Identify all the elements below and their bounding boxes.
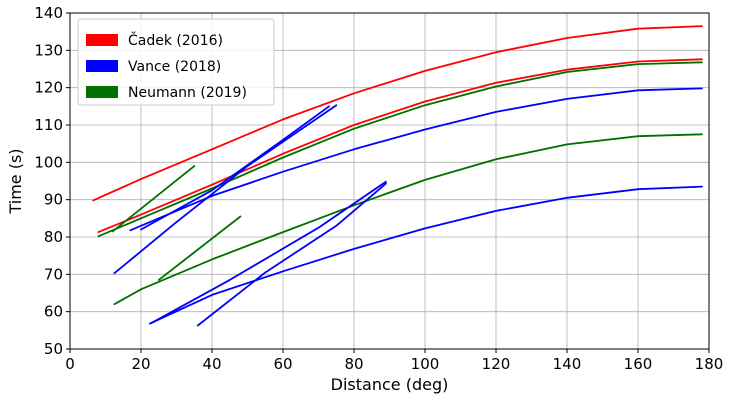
series-line-11 <box>150 180 387 324</box>
series-line-1 <box>92 25 703 202</box>
legend-box <box>77 18 275 106</box>
x-tick-label: 20 <box>131 355 150 373</box>
series-line-3 <box>97 61 703 238</box>
series-line-7 <box>129 87 703 232</box>
y-tick-label: 50 <box>44 340 63 358</box>
x-tick-label: 140 <box>553 355 582 373</box>
x-tick-label: 120 <box>482 355 511 373</box>
y-tick-label: 100 <box>34 153 63 171</box>
series-line-10 <box>149 185 703 325</box>
legend-label: Čadek (2016) <box>128 31 223 49</box>
x-tick-label: 160 <box>624 355 653 373</box>
legend-label: Neumann (2019) <box>128 85 247 101</box>
legend-label: Vance (2018) <box>128 59 221 75</box>
y-axis-label: Time (s) <box>6 148 25 214</box>
y-tick-label: 110 <box>34 116 63 134</box>
series-line-9 <box>140 105 330 231</box>
series-line-6 <box>113 133 703 306</box>
y-tick-label: 140 <box>34 4 63 22</box>
legend-swatch <box>86 86 118 98</box>
series-line-5 <box>157 215 242 281</box>
x-tick-label: 60 <box>273 355 292 373</box>
y-tick-label: 120 <box>34 79 63 97</box>
legend-swatch <box>86 60 118 72</box>
legend-swatch <box>86 34 118 46</box>
series-line-4 <box>111 165 196 233</box>
y-tick-label: 70 <box>44 265 63 283</box>
series-line-2 <box>97 58 703 233</box>
series-lines <box>92 25 703 327</box>
series-line-8 <box>113 104 338 275</box>
x-tick-label: 40 <box>202 355 221 373</box>
x-tick-label: 180 <box>695 355 724 373</box>
series-line-12 <box>196 182 387 327</box>
y-tick-label: 80 <box>44 228 63 246</box>
legend: Čadek (2016) Vance (2018) Neumann (2019) <box>77 18 275 106</box>
x-tick-label: 80 <box>344 355 363 373</box>
y-tick-label: 90 <box>44 191 63 209</box>
plot-frame <box>69 12 710 350</box>
y-tick-label: 130 <box>34 41 63 59</box>
y-tick-label: 60 <box>44 303 63 321</box>
x-axis-label: Distance (deg) <box>331 375 449 394</box>
x-tick-label: 100 <box>411 355 440 373</box>
axis-ticks: 0 20 40 60 80 100 120 140 160 180 50 60 70 80 90 100 110… <box>34 4 723 373</box>
x-tick-label: 0 <box>65 355 75 373</box>
